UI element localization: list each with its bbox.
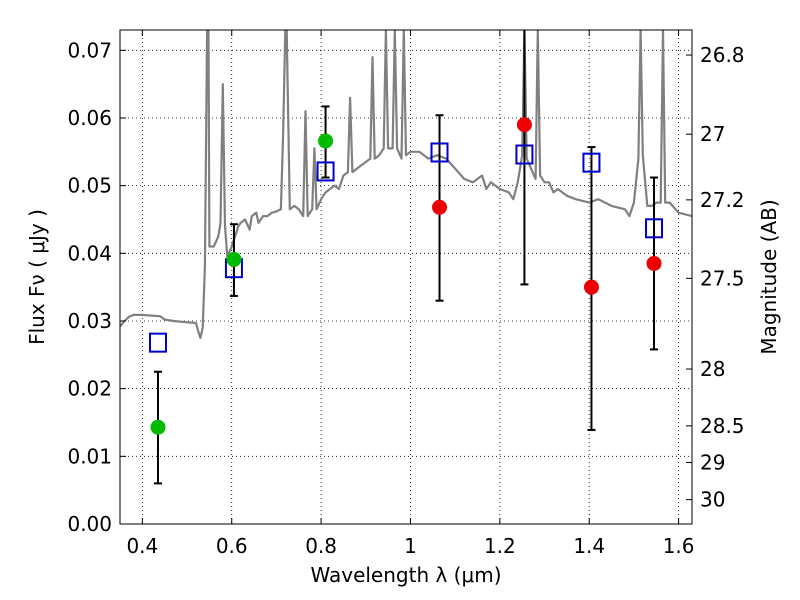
model-flux-square — [316, 161, 335, 182]
y-axis-title: Flux Fν ( μJy ) — [25, 209, 49, 345]
x-axis: 0.4 0.6 0.8 1 1.2 1.4 1.6 — [126, 30, 695, 558]
x-tick-label: 0.8 — [305, 534, 337, 558]
y2-tick-label: 29 — [700, 450, 725, 474]
x-tick-label: 1.6 — [663, 534, 695, 558]
observed-flux-point — [226, 251, 242, 267]
observed-flux-point — [432, 199, 448, 215]
y2-tick-label: 28.5 — [700, 414, 745, 438]
y2-tick-label: 27.2 — [700, 188, 745, 212]
observed-flux-point — [516, 117, 532, 133]
observed-flux-point — [583, 279, 599, 295]
y-tick-label: 0.01 — [67, 444, 112, 468]
model-flux-square — [430, 142, 449, 163]
y-tick-label: 0.06 — [67, 106, 112, 130]
x-tick-label: 1 — [404, 534, 417, 558]
x-tick-label: 1.2 — [484, 534, 516, 558]
y-axis: 0.00 0.01 0.02 0.03 0.04 0.05 0.06 0.07 — [67, 38, 126, 536]
model-spectrum-line — [120, 30, 692, 339]
y2-tick-label: 26.8 — [700, 43, 745, 67]
y2-axis: 26.8 27 27.2 27.5 28 28.5 29 30 — [686, 43, 745, 512]
x-tick-label: 0.6 — [216, 534, 248, 558]
plot-frame — [119, 29, 693, 525]
x-tick-label: 1.4 — [573, 534, 605, 558]
model-flux-square — [582, 152, 601, 173]
y2-tick-label: 28 — [700, 357, 725, 381]
y-tick-label: 0.03 — [67, 309, 112, 333]
model-flux-square — [148, 332, 167, 353]
observed-flux-point — [646, 255, 662, 271]
y-tick-label: 0.05 — [67, 174, 112, 198]
y2-axis-title: Magnitude (AB) — [757, 199, 781, 354]
model-flux-square — [515, 144, 534, 165]
x-tick-label: 0.4 — [126, 534, 158, 558]
y2-tick-label: 30 — [700, 488, 725, 512]
plot-content — [120, 30, 692, 485]
observed-flux-point — [318, 133, 334, 149]
y-tick-label: 0.04 — [67, 241, 112, 265]
y-tick-label: 0.02 — [67, 377, 112, 401]
observed-flux-point — [150, 419, 166, 435]
y2-tick-label: 27.5 — [700, 266, 745, 290]
model-flux-square — [645, 218, 664, 239]
y2-tick-label: 27 — [700, 122, 725, 146]
x-axis-title: Wavelength λ (μm) — [310, 563, 501, 587]
y-tick-label: 0.07 — [67, 38, 112, 62]
y-tick-label: 0.00 — [67, 512, 112, 536]
